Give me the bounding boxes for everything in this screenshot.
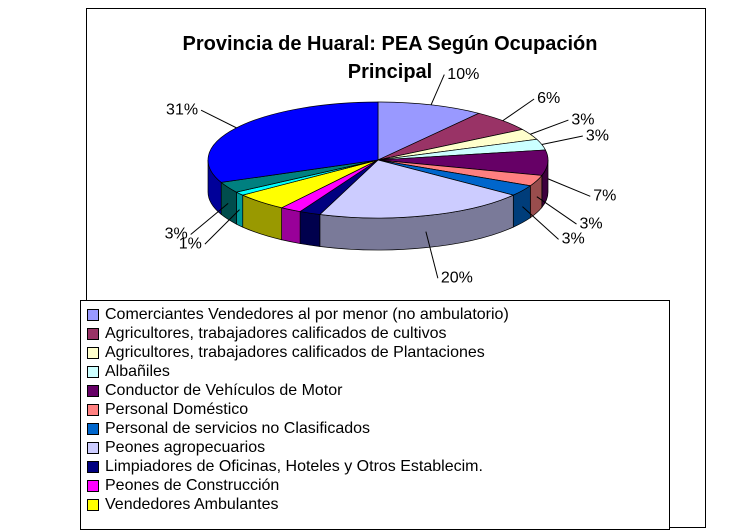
legend-swatch (87, 422, 99, 435)
legend-label: Peones agropecuarios (105, 439, 266, 456)
legend-item: Peones agropecuarios (87, 438, 663, 457)
leader-line (536, 196, 577, 225)
legend-swatch (87, 384, 99, 397)
legend-swatch (87, 479, 99, 492)
leader-line (522, 206, 559, 240)
legend-item: Albañiles (87, 362, 663, 381)
legend-item: Comerciantes Vendedores al por menor (no… (87, 305, 663, 324)
slice-side (236, 191, 244, 228)
legend-item: Vendedores Ambulantes (87, 495, 663, 514)
data-label: 3% (580, 215, 603, 232)
legend: Comerciantes Vendedores al por menor (no… (80, 300, 670, 530)
legend-swatch (87, 308, 99, 321)
leader-line (430, 74, 445, 106)
page: 10% 6% 3% 3% 7% 3% 3% 20% 1% 3% 31% Provincia de H… (80, 8, 706, 530)
legend-swatch (87, 498, 99, 511)
data-label: 20% (441, 269, 473, 286)
data-label: 3% (562, 231, 585, 248)
leader-line (190, 203, 229, 235)
data-label: 7% (593, 187, 616, 204)
legend-swatch (87, 460, 99, 473)
slice-side (299, 211, 321, 247)
leader-line (425, 231, 439, 279)
legend-item: Peones de Construcción (87, 476, 663, 495)
legend-label: Peones de Construcción (105, 477, 280, 494)
legend-swatch (87, 327, 99, 340)
data-label: 10% (447, 66, 479, 83)
slice-side (281, 207, 301, 244)
slice (207, 101, 379, 183)
data-label: 6% (537, 90, 560, 107)
leader-line (200, 109, 237, 129)
data-label: 3% (571, 111, 594, 128)
legend-label: Personal Doméstico (105, 401, 249, 418)
chart: 10%6%3%3%7%3%3%20%1%3%31% (165, 66, 617, 287)
legend-swatch (87, 365, 99, 378)
leader-line (530, 119, 569, 135)
data-label: 3% (586, 127, 609, 144)
legend-swatch (87, 346, 99, 359)
legend-swatch (87, 441, 99, 454)
legend-item: Personal Doméstico (87, 400, 663, 419)
data-label: 1% (179, 235, 202, 252)
legend-label: Albañiles (105, 363, 170, 380)
chart-title: Provincia de Huaral: PEA Según Ocupación… (182, 33, 598, 83)
leader-line (541, 135, 583, 146)
legend-item: Conductor de Vehículos de Motor (87, 381, 663, 400)
data-label: 3% (165, 226, 188, 243)
legend-item: Agricultores, trabajadores calificados d… (87, 343, 663, 362)
legend-item: Agricultores, trabajadores calificados d… (87, 324, 663, 343)
legend-item: Personal de servicios no Clasificados (87, 419, 663, 438)
legend-label: Limpiadores de Oficinas, Hoteles y Otros… (105, 458, 483, 475)
legend-swatch (87, 403, 99, 416)
legend-label: Conductor de Vehículos de Motor (105, 382, 343, 399)
legend-label: Agricultores, trabajadores calificados d… (105, 325, 447, 342)
legend-label: Vendedores Ambulantes (105, 496, 279, 513)
leader-line (547, 178, 591, 197)
leader-line (204, 209, 240, 245)
legend-label: Comerciantes Vendedores al por menor (no… (105, 306, 509, 323)
legend-item: Limpiadores de Oficinas, Hoteles y Otros… (87, 457, 663, 476)
data-label: 31% (166, 101, 198, 118)
legend-label: Personal de servicios no Clasificados (105, 420, 371, 437)
leader-line (502, 98, 535, 122)
slice (319, 159, 515, 219)
legend-label: Agricultores, trabajadores calificados d… (105, 344, 485, 361)
